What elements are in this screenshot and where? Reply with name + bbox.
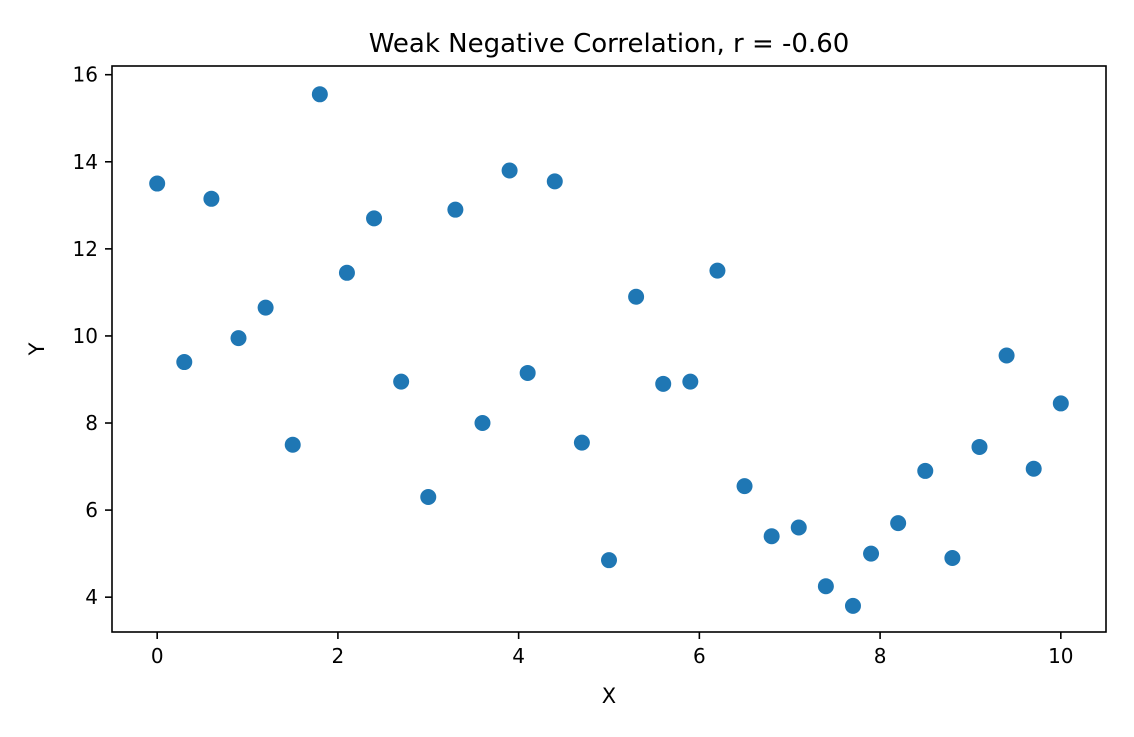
data-point-18 xyxy=(628,288,645,305)
y-tick-label-3: 10 xyxy=(73,324,98,348)
data-point-1 xyxy=(176,354,193,371)
data-point-33 xyxy=(1025,460,1042,477)
data-point-23 xyxy=(763,528,780,545)
y-tick-label-6: 16 xyxy=(73,63,98,87)
data-point-6 xyxy=(311,86,328,103)
x-tick-label-2: 4 xyxy=(512,644,525,668)
data-point-21 xyxy=(709,262,726,279)
x-tick-label-0: 0 xyxy=(151,644,164,668)
data-point-22 xyxy=(736,478,753,495)
data-point-10 xyxy=(420,489,437,506)
x-axis-label: X xyxy=(602,684,616,708)
data-point-9 xyxy=(393,373,410,390)
data-point-7 xyxy=(338,264,355,281)
data-point-2 xyxy=(203,190,220,207)
data-point-29 xyxy=(917,462,934,479)
x-tick-label-3: 6 xyxy=(693,644,706,668)
data-point-4 xyxy=(257,299,274,316)
data-point-31 xyxy=(971,438,988,455)
data-point-8 xyxy=(366,210,383,227)
y-tick-label-1: 6 xyxy=(85,498,98,522)
data-point-20 xyxy=(682,373,699,390)
data-point-19 xyxy=(655,375,672,392)
data-point-0 xyxy=(149,175,166,192)
data-point-26 xyxy=(844,597,861,614)
y-axis-label: Y xyxy=(25,342,49,356)
data-point-15 xyxy=(546,173,563,190)
data-point-28 xyxy=(890,515,907,532)
x-tick-label-5: 10 xyxy=(1048,644,1073,668)
data-point-13 xyxy=(501,162,518,179)
y-tick-label-5: 14 xyxy=(73,150,98,174)
y-axis-ticks: 4 6 8 10 12 14 16 xyxy=(73,63,112,609)
data-point-17 xyxy=(601,552,617,569)
data-points xyxy=(149,86,1069,614)
x-tick-label-4: 8 xyxy=(874,644,887,668)
data-point-11 xyxy=(447,201,464,218)
data-point-12 xyxy=(474,415,491,432)
data-point-14 xyxy=(519,364,536,381)
y-tick-label-4: 12 xyxy=(73,237,98,261)
x-tick-label-1: 2 xyxy=(332,644,345,668)
plot-frame xyxy=(111,65,1107,633)
data-point-32 xyxy=(998,347,1015,364)
y-tick-label-2: 8 xyxy=(85,411,98,435)
data-point-16 xyxy=(573,434,590,451)
data-point-34 xyxy=(1052,395,1069,412)
x-axis-ticks: 0 2 4 6 8 10 xyxy=(151,632,1074,668)
data-point-27 xyxy=(863,545,880,562)
y-tick-label-0: 4 xyxy=(85,585,98,609)
data-point-25 xyxy=(817,578,834,595)
data-point-24 xyxy=(790,519,807,536)
data-point-30 xyxy=(944,549,961,566)
chart-title: Weak Negative Correlation, r = -0.60 xyxy=(369,29,850,59)
data-point-5 xyxy=(284,436,301,453)
data-point-3 xyxy=(230,330,247,347)
